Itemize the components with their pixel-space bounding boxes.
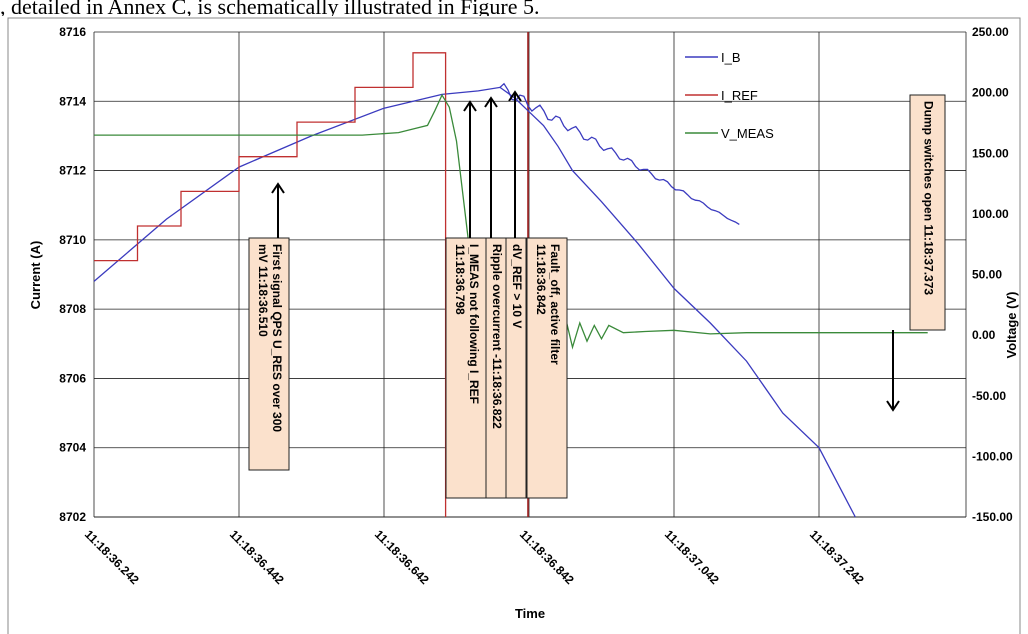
annotation-line: First signal QPS U_RES over 300 xyxy=(270,244,284,432)
y-left-tick-label: 8712 xyxy=(59,164,86,178)
chart-frame xyxy=(7,17,1021,634)
annotation-box xyxy=(909,94,946,331)
x-tick-label: 11:18:36.242 xyxy=(82,527,142,587)
annotation-arrowhead xyxy=(886,400,900,412)
y-right-tick-label: 150.00 xyxy=(972,146,1009,160)
annotation-arrowhead xyxy=(508,90,522,102)
x-tick-label: 11:18:37.042 xyxy=(662,527,722,587)
y-right-tick-label: 100.00 xyxy=(972,207,1009,221)
series-line-i-b-ripple xyxy=(499,82,740,225)
series-line-i-b xyxy=(93,86,856,518)
series-lines xyxy=(93,52,928,518)
series-line-i-ref xyxy=(94,52,447,517)
annotation-line: I_MEAS not following I_REF xyxy=(467,244,481,404)
y-right-axis-title: Voltage (V) xyxy=(1004,292,1019,359)
y-right-tick-label: 250.00 xyxy=(972,25,1009,39)
annotation-line: dV_REF > 10 V xyxy=(510,244,524,328)
y-left-tick-label: 8710 xyxy=(59,233,86,247)
legend: I_B I_REF V_MEAS xyxy=(685,50,774,141)
y-right-tick-label: 50.00 xyxy=(972,268,1002,282)
y-left-tick-label: 8706 xyxy=(59,371,86,385)
chart-outer-border xyxy=(7,17,1021,634)
x-tick-label: 11:18:36.842 xyxy=(517,527,577,587)
x-tick-label: 11:18:36.442 xyxy=(227,527,287,587)
annotation-label: First signal QPS U_RES over 300mV 11:18:… xyxy=(256,244,284,432)
annotation-line: 11:18:36.798 xyxy=(453,244,467,315)
y-right-tick-label: -50.00 xyxy=(972,389,1006,403)
annotation-line: Fault_off, active filter xyxy=(548,244,562,365)
annotation-label: I_MEAS not following I_REF11:18:36.798 xyxy=(453,244,481,404)
annotation-arrowhead xyxy=(271,182,285,194)
legend-entry: V_MEAS xyxy=(721,126,774,141)
annotation-label: dV_REF > 10 V xyxy=(510,244,524,328)
annotation-line: 11:18:36.842 xyxy=(534,244,548,315)
annotation-label: Dump switches open 11:18:37.373 xyxy=(921,101,935,295)
y-right-tick-label: -150.00 xyxy=(972,510,1013,524)
y-left-tick-label: 8716 xyxy=(59,25,86,39)
y-left-tick-label: 8708 xyxy=(59,302,86,316)
y-left-axis-title: Current (A) xyxy=(28,241,43,310)
annotation-line: Ripple overcurrent -11:18:36.822 xyxy=(490,244,504,429)
legend-entry: I_B xyxy=(721,50,741,65)
annotation-box xyxy=(248,237,290,471)
annotation-line: Dump switches open 11:18:37.373 xyxy=(921,101,935,295)
annotation-label: Ripple overcurrent -11:18:36.822 xyxy=(490,244,504,429)
annotation-label: Fault_off, active filter11:18:36.842 xyxy=(534,244,562,365)
y-left-tick-label: 8704 xyxy=(59,441,86,455)
y-left-tick-label: 8714 xyxy=(59,94,86,108)
legend-entry: I_REF xyxy=(721,88,758,103)
x-tick-label: 11:18:37.242 xyxy=(807,527,867,587)
y-left-tick-label: 8702 xyxy=(59,510,86,524)
y-right-tick-label: 200.00 xyxy=(972,86,1009,100)
annotation-arrowhead xyxy=(484,96,498,108)
y-right-tick-label: -100.00 xyxy=(972,449,1013,463)
document-caption: , detailed in Annex C, is schematically … xyxy=(0,0,540,16)
annotation-box xyxy=(526,237,568,499)
annotation-line: mV 11:18:36.510 xyxy=(256,244,270,337)
x-tick-label: 11:18:36.642 xyxy=(372,527,432,587)
y-right-tick-label: 0.00 xyxy=(972,328,996,342)
annotation-box xyxy=(445,237,487,499)
annotation-boxes: First signal QPS U_RES over 300mV 11:18:… xyxy=(248,90,946,499)
x-axis-title: Time xyxy=(515,606,545,621)
annotation-arrowhead xyxy=(463,100,477,112)
